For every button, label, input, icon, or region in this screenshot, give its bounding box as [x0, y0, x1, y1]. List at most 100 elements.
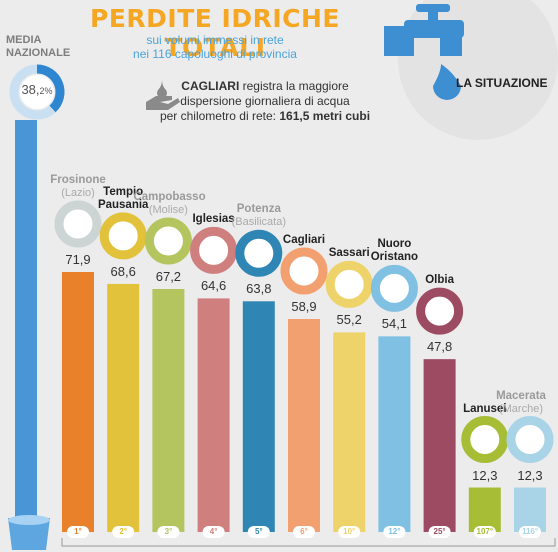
media-value-decimal: 2%	[39, 86, 53, 96]
rank-label-8: 25°	[433, 527, 446, 536]
city-label-4: Potenza (Basilicata)	[224, 203, 294, 229]
bar-8	[423, 359, 456, 532]
value-label-3: 64,6	[200, 278, 227, 294]
city-label-8: Olbia	[405, 274, 475, 287]
city-name-line: Potenza	[236, 203, 281, 216]
note-line-2: dispersione giornaliera di acqua	[180, 94, 350, 108]
media-value: 38,2%	[12, 82, 62, 97]
city-region: (Lazio)	[61, 187, 95, 199]
bar-6	[333, 332, 366, 532]
city-label-5: Cagliari	[269, 234, 339, 247]
bar-9	[468, 487, 501, 532]
rank-pill-7	[383, 526, 406, 538]
ring-1	[99, 212, 147, 260]
media-value-main: 38,	[21, 82, 40, 97]
rank-label-4: 5°	[254, 527, 263, 536]
city-name-line: Macerata	[496, 389, 546, 402]
city-name-line: Iglesias	[192, 213, 235, 226]
note-line-1: CAGLIARI registra la maggiore	[150, 79, 380, 94]
city-region: (Marche)	[498, 402, 543, 415]
note-text-3: per chilometro di rete:	[159, 109, 276, 123]
city-name-line: Olbia	[425, 274, 454, 287]
media-bar	[15, 120, 37, 520]
city-name-line: Sassari	[328, 247, 370, 260]
city-label-10: Macerata (Marche)	[486, 390, 556, 416]
rank-label-7: 12°	[388, 527, 401, 536]
value-label-7: 54,1	[381, 316, 408, 332]
glass-icon	[8, 515, 50, 550]
situazione-label: LA SITUAZIONE	[456, 76, 548, 90]
city-name-line: Cagliari	[282, 234, 326, 246]
rank-pill-0	[67, 526, 89, 538]
rank-label-10: 116°	[521, 527, 539, 536]
note-line-3: per chilometro di rete: 161,5 metri cubi	[150, 109, 380, 124]
value-label-8: 47,8	[426, 339, 453, 355]
faucet-icon	[384, 4, 464, 100]
rank-label-0: 1°	[74, 527, 82, 536]
rank-label-6: 10°	[343, 527, 356, 536]
city-name-line: Frosinone	[50, 174, 106, 186]
rank-label-2: 3°	[164, 527, 173, 536]
ring-4	[235, 229, 283, 277]
media-label-line-2: NAZIONALE	[6, 47, 71, 59]
value-label-6: 55,2	[336, 312, 362, 328]
page-subtitle: sui volumi immessi in rete nei 116 capol…	[115, 33, 315, 61]
rank-pill-1	[112, 526, 135, 538]
bar-4	[242, 301, 275, 532]
value-label-4: 63,8	[246, 281, 272, 297]
bar-7	[378, 336, 411, 532]
city-name-line: Lanusei	[463, 402, 507, 415]
rank-pill-10	[519, 526, 541, 538]
rank-label-3: 4°	[209, 527, 218, 536]
city-name-line: Oristano	[370, 251, 419, 264]
city-name-line: Pausania	[97, 198, 149, 211]
bar-2	[152, 288, 185, 532]
rank-pill-4	[247, 526, 270, 538]
city-label-1: Tempio Pausania	[88, 186, 158, 212]
city-name-line: Nuoro	[377, 238, 412, 251]
page-title: PERDITE IDRICHE TOTALI	[90, 4, 340, 62]
bar-1	[107, 283, 140, 532]
rank-pill-8	[428, 526, 451, 538]
city-label-2: Campobasso (Molise)	[133, 190, 206, 217]
city-label-9: Lanusei	[450, 403, 520, 416]
value-label-0: 71,9	[65, 252, 91, 267]
rank-label-9: 107°	[476, 527, 494, 536]
bar-3	[197, 298, 230, 532]
value-label-2: 67,2	[155, 268, 182, 284]
city-label-7: Nuoro Oristano	[359, 238, 429, 264]
value-label-9: 12,3	[472, 467, 498, 483]
note-text-1: registra la maggiore	[242, 79, 349, 93]
ring-2	[144, 217, 192, 265]
city-name-line: Campobasso	[133, 190, 206, 203]
hand-water-icon	[146, 80, 180, 110]
ring-7	[370, 264, 418, 312]
ring-3	[190, 226, 238, 274]
bottom-brace	[61, 538, 556, 547]
bar-0	[62, 272, 94, 532]
value-label-1: 68,6	[110, 263, 136, 279]
note-value: 161,5 metri cubi	[279, 109, 371, 123]
rank-label-1: 2°	[119, 527, 128, 536]
ring-8	[416, 287, 464, 335]
note-city: CAGLIARI	[181, 79, 240, 93]
rank-pill-9	[473, 526, 496, 538]
media-label-line-1: MEDIA	[6, 34, 42, 46]
rank-label-5: 6°	[300, 527, 308, 536]
bar-10	[514, 487, 546, 532]
media-gauge	[9, 64, 65, 120]
bar-5	[288, 319, 320, 532]
ring-10	[506, 416, 554, 464]
city-label-0: Frosinone (Lazio)	[43, 174, 113, 200]
rank-pill-3	[202, 526, 225, 538]
ring-6	[325, 260, 373, 308]
cagliari-note: CAGLIARI registra la maggiore dispersion…	[150, 79, 380, 124]
ring-0	[54, 200, 102, 248]
media-label: MEDIA NAZIONALE	[6, 34, 76, 60]
ring-5	[280, 247, 328, 295]
city-name-line: Tempio	[103, 185, 144, 198]
subtitle-line-2: nei 116 capoluoghi di provincia	[133, 47, 297, 61]
bars-layer	[54, 200, 554, 538]
city-label-6: Sassari	[314, 247, 384, 260]
